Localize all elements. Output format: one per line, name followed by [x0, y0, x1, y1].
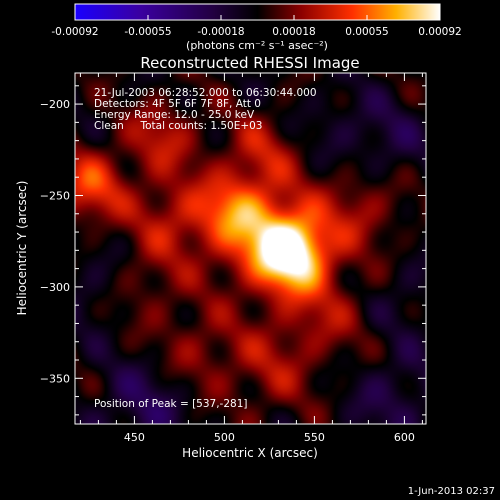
colorbar-tick-label: 0.00092 — [418, 26, 461, 38]
x-tick-label: 500 — [214, 431, 235, 444]
colorbar-label: (photons cm⁻² s⁻¹ asec⁻²) — [186, 39, 328, 52]
colorbar-gradient — [74, 3, 441, 21]
annotation-clean-counts: Clean Total counts: 1.50E+03 — [94, 120, 263, 132]
info-annotations: 21-Jul-2003 06:28:52.000 to 06:30:44.000… — [94, 87, 317, 132]
peak-position-label: Position of Peak = [537,-281] — [94, 398, 248, 410]
chart-title: Reconstructed RHESSI Image — [140, 54, 359, 72]
y-tick-label: −350 — [40, 372, 70, 385]
y-axis-label: Heliocentric Y (arcsec) — [15, 181, 29, 316]
colorbar-tick-label: -0.00092 — [51, 26, 98, 38]
colorbar-tick-label: -0.00055 — [124, 26, 171, 38]
colorbar-tick-label: -0.00018 — [197, 26, 244, 38]
colorbar-tick-label: 0.00055 — [345, 26, 388, 38]
colorbar-ticks: -0.00092 -0.00055 -0.00018 0.00018 0.00055 0.… — [51, 15, 462, 38]
y-tick-label: −250 — [40, 189, 70, 202]
x-tick-label: 450 — [124, 431, 145, 444]
x-axis-ticks: 450 500 550 600 — [79, 73, 423, 444]
colorbar-tick-label: 0.00018 — [272, 26, 315, 38]
annotation-time-range: 21-Jul-2003 06:28:52.000 to 06:30:44.000 — [94, 87, 317, 99]
y-tick-label: −300 — [40, 281, 70, 294]
x-tick-label: 550 — [304, 431, 325, 444]
y-axis-ticks: −200 −250 −300 −350 — [40, 85, 426, 416]
y-tick-label: −200 — [40, 98, 70, 111]
plot-frame — [74, 72, 427, 425]
annotation-energy-range: Energy Range: 12.0 - 25.0 keV — [94, 109, 255, 121]
colorbar: -0.00092 -0.00055 -0.00018 0.00018 0.00055 0.… — [51, 3, 462, 52]
plot-area: 450 500 550 600 −200 −250 −300 −350 21-Jul-200… — [40, 72, 427, 444]
heatmap-canvas — [75, 73, 426, 424]
footer-timestamp: 1-Jun-2013 02:37 — [408, 486, 495, 497]
x-tick-label: 600 — [394, 431, 415, 444]
annotation-detectors: Detectors: 4F 5F 6F 7F 8F, Att 0 — [94, 98, 261, 110]
x-axis-label: Heliocentric X (arcsec) — [182, 446, 318, 460]
